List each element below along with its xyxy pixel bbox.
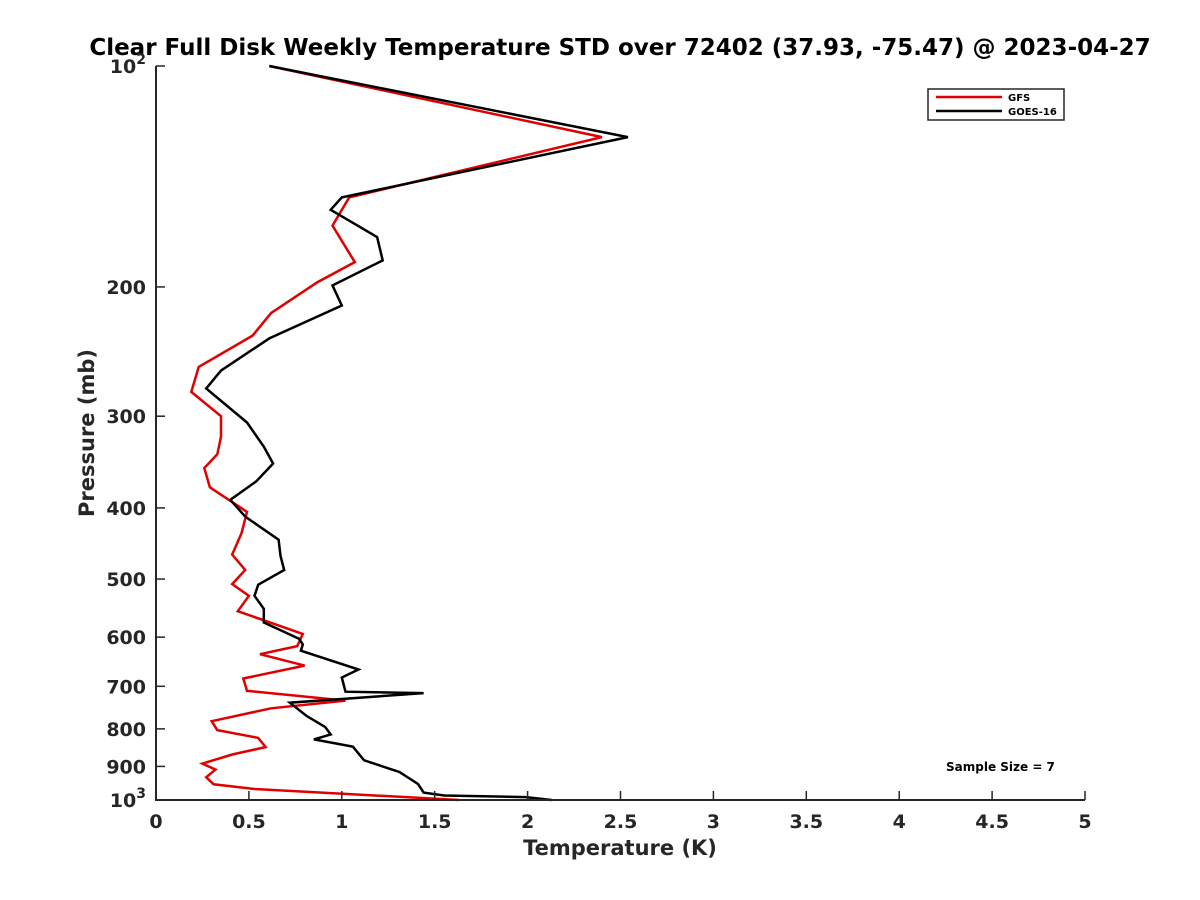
y-tick-label: 400 — [106, 498, 146, 520]
y-tick-label: 600 — [106, 627, 146, 649]
x-tick-label: 1 — [335, 811, 348, 833]
y-tick-label: 300 — [106, 406, 146, 428]
x-axis-ticks: 0 0.5 1 1.5 2 2.5 3 3.5 4 4.5 5 — [149, 791, 1092, 833]
x-tick-label: 2 — [521, 811, 534, 833]
legend: GFS GOES-16 — [927, 88, 1065, 121]
y-axis-ticks: 102 200 300 400 500 600 700 800 900 103 — [106, 52, 165, 812]
x-tick-label: 5 — [1078, 811, 1091, 833]
x-tick-label: 3 — [707, 811, 720, 833]
series-layer — [189, 64, 629, 802]
y-tick-label: 700 — [106, 676, 146, 698]
y-tick-label: 800 — [106, 719, 146, 741]
legend-label-goes16: GOES-16 — [1008, 107, 1057, 118]
series-line-gfs — [189, 64, 603, 802]
y-tick-label: 900 — [106, 756, 146, 778]
axes-frame — [155, 66, 1085, 801]
x-tick-label: 0 — [149, 811, 162, 833]
x-tick-label: 2.5 — [604, 811, 638, 833]
x-tick-label: 3.5 — [789, 811, 823, 833]
y-tick-label: 102 — [110, 52, 146, 78]
x-tick-label: 1.5 — [418, 811, 452, 833]
y-tick-label: 500 — [106, 569, 146, 591]
y-tick-label: 103 — [110, 786, 146, 812]
x-tick-label: 4.5 — [975, 811, 1009, 833]
y-axis-label: Pressure (mb) — [75, 349, 99, 517]
y-tick-label: 200 — [106, 277, 146, 299]
x-axis-label: Temperature (K) — [523, 836, 717, 860]
legend-label-gfs: GFS — [1008, 93, 1030, 104]
x-tick-label: 4 — [893, 811, 906, 833]
x-tick-label: 0.5 — [232, 811, 266, 833]
legend-box — [927, 88, 1065, 121]
series-line-goes16 — [204, 64, 629, 802]
sample-size-annotation: Sample Size = 7 — [946, 760, 1055, 774]
chart-title: Clear Full Disk Weekly Temperature STD o… — [89, 35, 1150, 61]
